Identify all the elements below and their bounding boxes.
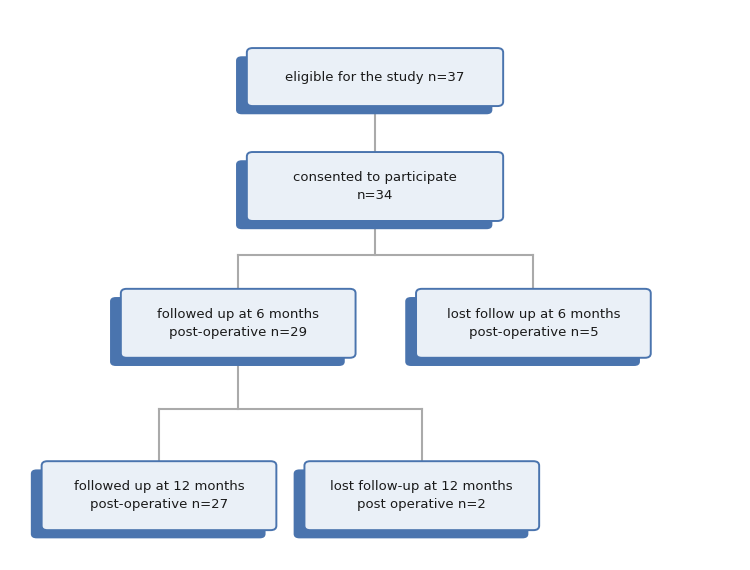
Text: eligible for the study n=37: eligible for the study n=37 [285,71,465,84]
FancyBboxPatch shape [236,160,492,229]
FancyBboxPatch shape [405,297,640,366]
FancyBboxPatch shape [247,48,503,106]
FancyBboxPatch shape [110,297,345,366]
Text: lost follow up at 6 months
post-operative n=5: lost follow up at 6 months post-operativ… [447,308,620,339]
FancyBboxPatch shape [416,289,651,358]
FancyBboxPatch shape [121,289,356,358]
Text: followed up at 12 months
post-operative n=27: followed up at 12 months post-operative … [74,480,244,511]
FancyBboxPatch shape [31,470,266,538]
Text: followed up at 6 months
post-operative n=29: followed up at 6 months post-operative n… [158,308,320,339]
Text: lost follow-up at 12 months
post operative n=2: lost follow-up at 12 months post operati… [331,480,513,511]
FancyBboxPatch shape [294,470,528,538]
FancyBboxPatch shape [247,152,503,221]
FancyBboxPatch shape [42,461,276,530]
Text: consented to participate
n=34: consented to participate n=34 [293,171,457,202]
FancyBboxPatch shape [236,56,492,114]
FancyBboxPatch shape [304,461,539,530]
